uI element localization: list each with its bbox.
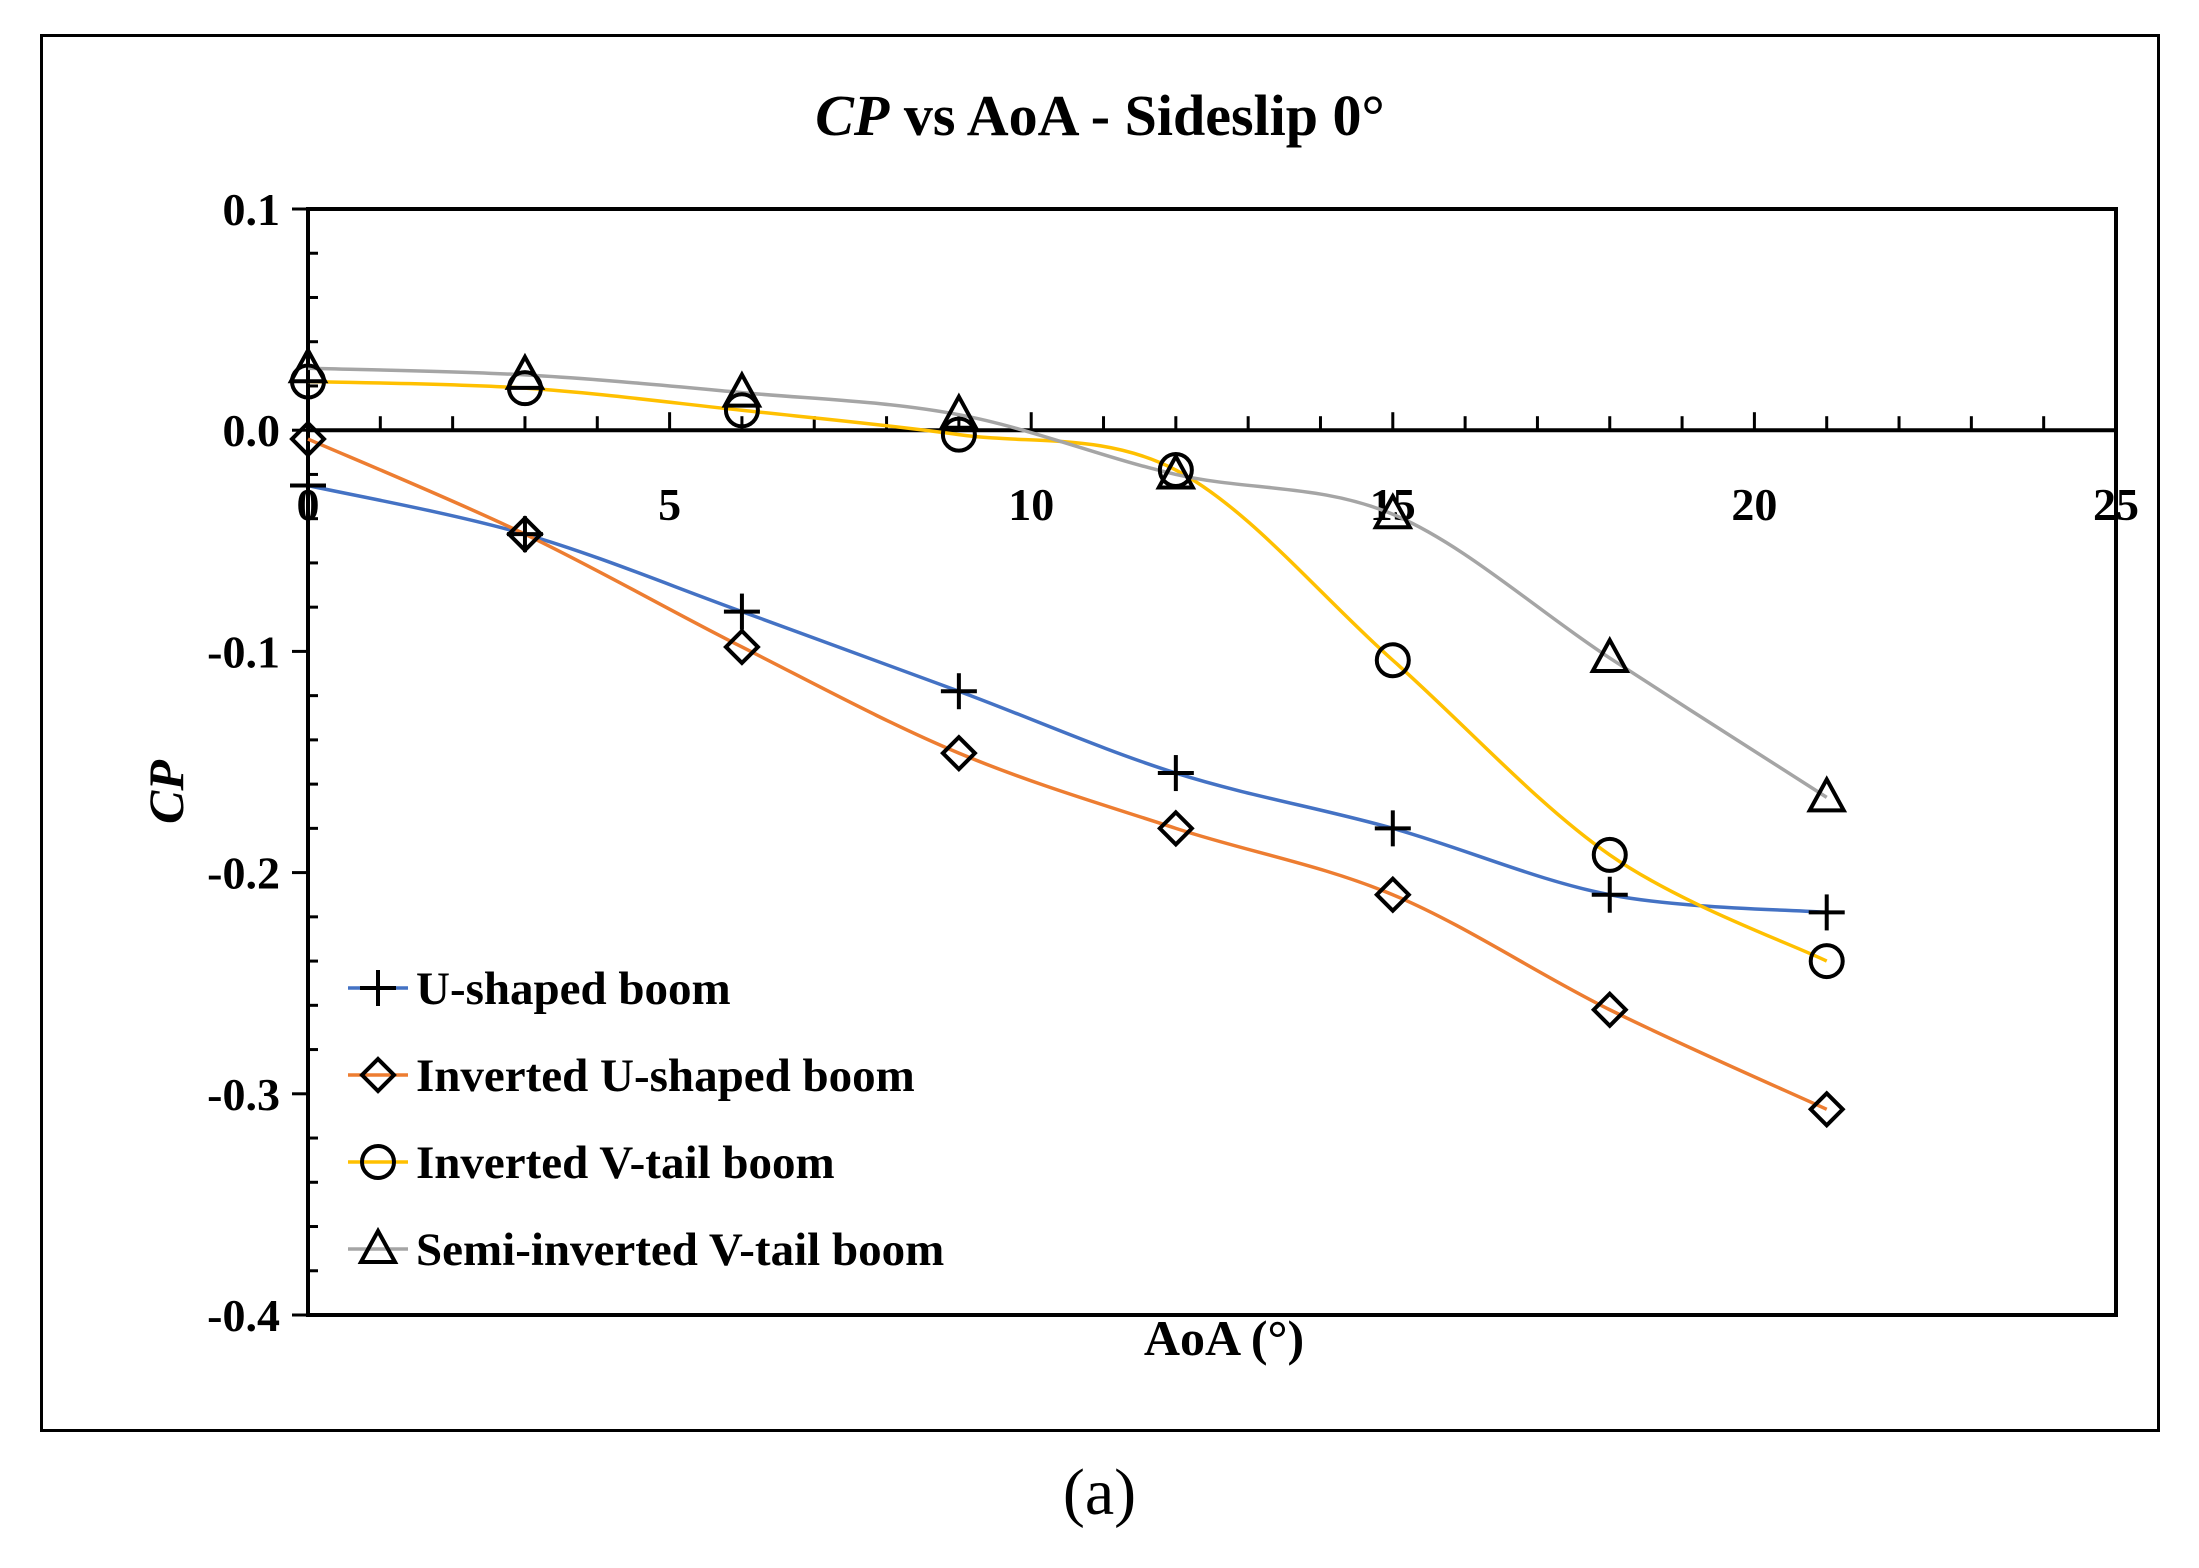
x-axis-label: AoA (°) [1144,1310,1304,1366]
data-point-circle [723,392,760,429]
data-point-triangle [1372,492,1414,530]
series-line-3 [307,379,1828,963]
data-point-triangle [504,352,546,390]
data-point-triangle [1589,635,1631,674]
y-tick-label: -0.2 [207,848,280,899]
data-point-diamond [940,734,978,772]
chart-svg: CP vs AoA - Sideslip 0° 0.1 0.0 -0.1 -0.2 -0… [138,83,2139,1366]
data-point-diamond [506,515,544,553]
series-line-2 [307,437,1828,1111]
legend-label: Inverted U-shaped boom [416,1050,915,1102]
data-point-plus [940,673,977,710]
y-tick-label: -0.1 [207,626,280,677]
y-tick-label: -0.4 [207,1290,280,1341]
y-tick-label: -0.3 [207,1069,280,1120]
legend-label: U-shaped boom [416,963,731,1015]
legend-marker-plus [360,970,396,1006]
data-point-triangle [287,346,329,384]
data-point-plus [1808,894,1845,931]
data-point-triangle [938,392,980,430]
y-axis-label: CP [138,760,194,824]
legend-marker-diamond [359,1056,397,1094]
x-tick-label: 25 [2093,479,2139,530]
data-point-triangle [1155,452,1197,490]
data-point-triangle [721,370,763,408]
y-tick-label: 0.0 [223,405,281,456]
data-point-diamond [1807,1090,1846,1129]
legend-label: Inverted V-tail boom [416,1137,835,1189]
legend-label: Semi-inverted V-tail boom [416,1224,944,1276]
data-point-plus [1374,810,1411,847]
data-point-diamond [1157,809,1195,848]
x-tick-label: 0 [297,479,320,530]
series-line-4 [307,366,1828,799]
data-point-plus [1157,755,1194,792]
data-point-circle [1808,943,1845,980]
legend-marker-triangle [357,1226,399,1264]
x-tick-label: 10 [1008,479,1054,530]
legend-marker-circle [360,1144,396,1180]
data-point-circle [1591,836,1628,873]
chart-frame: CP vs AoA - Sideslip 0° 0.1 0.0 -0.1 -0.2 -0… [40,34,2160,1432]
title-rest: vs AoA - Sideslip 0° [889,83,1384,148]
data-point-plus [506,516,543,553]
data-point-diamond [1373,875,1412,914]
data-point-plus [723,593,760,630]
chart-title: CP vs AoA - Sideslip 0° [815,83,1385,148]
plot-border [306,207,2118,1317]
data-point-diamond [723,628,761,666]
y-tick-label: 0.1 [223,184,281,235]
chart-legend: U-shaped boom Inverted U-shaped boom Inver… [348,963,944,1276]
plot-area: 0.10.0-0.1-0.2-0.3-0.40 5 10 15 20 25 [207,184,2139,1341]
title-symbol: CP [815,83,890,148]
data-point-circle [940,416,977,453]
data-point-plus [290,467,326,504]
figure-caption: (a) [1062,1456,1137,1529]
data-point-diamond [289,420,327,458]
data-point-plus [1591,876,1628,913]
x-tick-label: 20 [1731,479,1777,530]
series-line-1 [307,483,1827,915]
data-point-circle [1374,642,1411,679]
x-tick-label: 5 [658,479,681,530]
data-point-diamond [1590,990,1629,1029]
data-point-triangle [1806,775,1848,813]
